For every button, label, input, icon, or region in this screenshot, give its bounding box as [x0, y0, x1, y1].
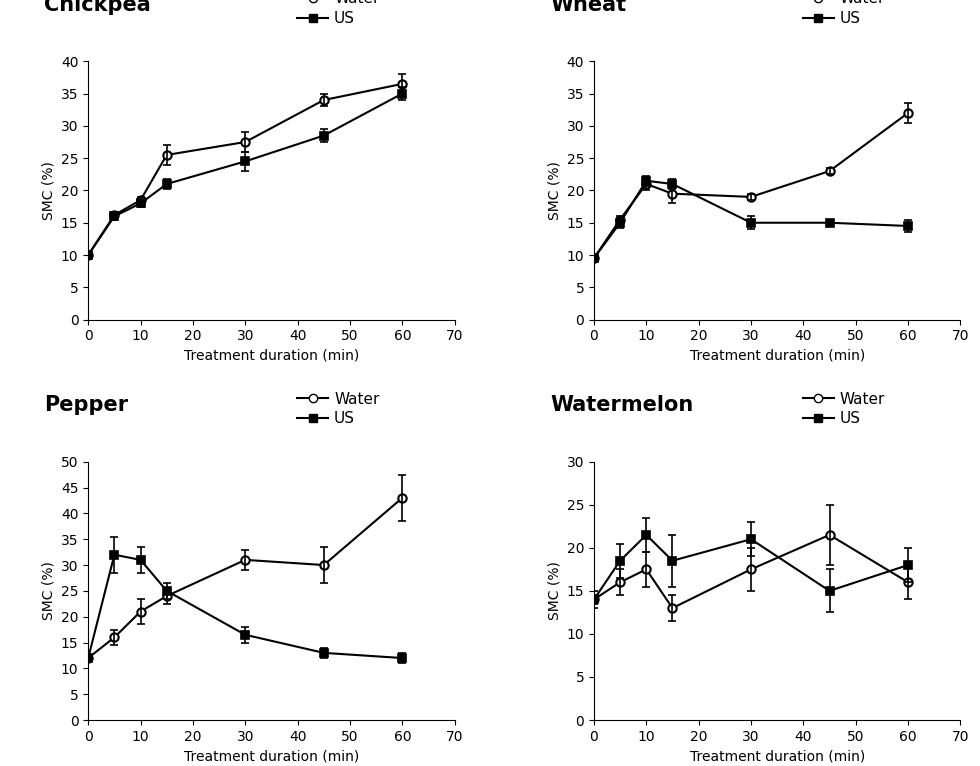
US [109, 211, 121, 221]
US [397, 89, 409, 98]
US [640, 530, 652, 539]
Water [397, 493, 409, 502]
US [82, 653, 94, 663]
Water [134, 195, 146, 205]
X-axis label: Treatment duration (min): Treatment duration (min) [184, 349, 359, 363]
US [134, 555, 146, 565]
Line: US: US [84, 551, 407, 662]
Line: Water: Water [84, 494, 407, 662]
Legend: Water, US: Water, US [804, 392, 885, 427]
US [903, 561, 914, 570]
Water [161, 150, 172, 159]
Water [82, 653, 94, 663]
Legend: Water, US: Water, US [297, 0, 379, 26]
Water [745, 192, 757, 201]
Text: Chickpea: Chickpea [44, 0, 151, 15]
Water [318, 561, 329, 570]
Water [823, 166, 835, 175]
US [666, 179, 678, 188]
Water [823, 530, 835, 539]
Water [109, 211, 121, 220]
US [614, 218, 626, 228]
Water [640, 565, 652, 574]
Water [614, 215, 626, 224]
US [134, 198, 146, 208]
Text: Wheat: Wheat [550, 0, 626, 15]
US [109, 550, 121, 559]
US [823, 586, 835, 595]
Water [82, 250, 94, 260]
Line: US: US [84, 90, 407, 259]
Y-axis label: SMC (%): SMC (%) [41, 561, 55, 620]
X-axis label: Treatment duration (min): Treatment duration (min) [690, 349, 864, 363]
US [397, 653, 409, 663]
Legend: Water, US: Water, US [297, 392, 379, 427]
US [745, 535, 757, 544]
Line: Water: Water [84, 80, 407, 259]
Water [903, 578, 914, 587]
Line: US: US [590, 177, 912, 263]
Line: US: US [590, 531, 912, 604]
Water [614, 578, 626, 587]
US [82, 250, 94, 260]
Water [588, 254, 600, 263]
Y-axis label: SMC (%): SMC (%) [547, 561, 561, 620]
US [161, 586, 172, 595]
US [239, 630, 251, 640]
Water [640, 179, 652, 188]
Water [239, 137, 251, 146]
Water [318, 96, 329, 105]
Legend: Water, US: Water, US [804, 0, 885, 26]
Water [666, 189, 678, 198]
US [239, 157, 251, 166]
US [640, 176, 652, 185]
US [823, 218, 835, 228]
US [745, 218, 757, 228]
Water [161, 591, 172, 601]
Text: Pepper: Pepper [44, 395, 128, 415]
Water [588, 595, 600, 604]
Water [903, 108, 914, 117]
US [588, 595, 600, 604]
Y-axis label: SMC (%): SMC (%) [41, 161, 55, 220]
X-axis label: Treatment duration (min): Treatment duration (min) [690, 749, 864, 763]
Text: Watermelon: Watermelon [550, 395, 693, 415]
US [903, 221, 914, 231]
US [161, 179, 172, 188]
US [588, 254, 600, 263]
Line: Water: Water [590, 531, 912, 612]
Line: Water: Water [590, 109, 912, 263]
US [318, 648, 329, 657]
Water [239, 555, 251, 565]
Water [109, 633, 121, 642]
X-axis label: Treatment duration (min): Treatment duration (min) [184, 749, 359, 763]
Y-axis label: SMC (%): SMC (%) [547, 161, 561, 220]
US [614, 556, 626, 565]
Water [134, 607, 146, 616]
US [318, 131, 329, 140]
Water [397, 80, 409, 89]
US [666, 556, 678, 565]
Water [666, 604, 678, 613]
Water [745, 565, 757, 574]
